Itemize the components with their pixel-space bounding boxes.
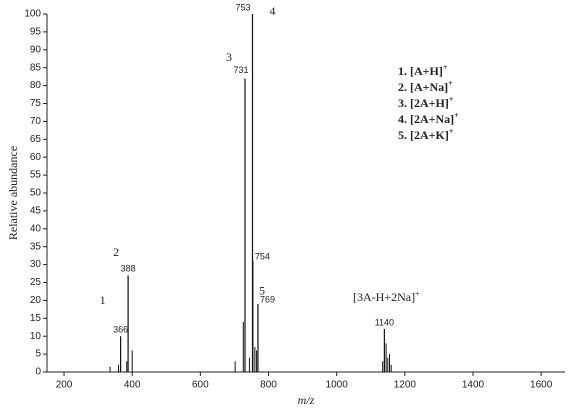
legend-entry: 1. [A+H]+	[398, 63, 448, 78]
x-tick-label: 1400	[462, 380, 485, 391]
y-tick-label: 75	[30, 98, 42, 109]
legend-entry-text: 5. [2A+K]	[398, 128, 449, 142]
y-axis-label: Relative abundance	[6, 146, 20, 240]
legend-entry-text: 1. [A+H]	[398, 64, 443, 78]
x-tick-label: 1000	[326, 380, 349, 391]
legend-entry-sup: +	[443, 63, 448, 72]
y-tick-label: 0	[35, 367, 41, 378]
y-tick-label: 60	[30, 152, 42, 163]
peak-number: 5	[259, 284, 265, 298]
x-tick-label: 1600	[530, 380, 553, 391]
peak-number: 4	[269, 4, 275, 18]
y-tick-label: 30	[30, 259, 42, 270]
annotation-text: [3A-H+2Na]	[353, 290, 415, 304]
legend-entry: 5. [2A+K]+	[398, 127, 454, 142]
peak-label: 754	[255, 251, 270, 261]
x-tick-label: 800	[260, 380, 277, 391]
y-tick-label: 90	[30, 44, 42, 55]
y-tick-label: 85	[30, 62, 42, 73]
x-tick-label: 400	[124, 380, 141, 391]
peak-label: 1140	[375, 317, 394, 327]
y-tick-label: 65	[30, 134, 42, 145]
legend-entry: 2. [A+Na]+	[398, 79, 453, 94]
legend-entry-text: 4. [2A+Na]	[398, 112, 454, 126]
y-tick-label: 20	[30, 295, 42, 306]
legend-entry-sup: +	[449, 127, 454, 136]
y-tick-label: 100	[24, 9, 41, 20]
legend-entry-sup: +	[449, 95, 454, 104]
legend-entry: 3. [2A+H]+	[398, 95, 454, 110]
legend-entry-text: 3. [2A+H]	[398, 96, 449, 110]
peak-number: 2	[113, 245, 119, 259]
y-tick-label: 95	[30, 27, 42, 38]
y-tick-label: 10	[30, 331, 42, 342]
annotation-sup: +	[415, 289, 420, 298]
x-tick-label: 1200	[394, 380, 417, 391]
x-tick-label: 600	[192, 380, 209, 391]
peak-label: 388	[121, 264, 136, 274]
legend-entry: 4. [2A+Na]+	[398, 111, 459, 126]
y-tick-label: 40	[30, 223, 42, 234]
y-tick-label: 35	[30, 241, 42, 252]
x-axis-label: m/z	[298, 393, 315, 407]
x-tick-label: 200	[56, 380, 73, 391]
y-tick-label: 25	[30, 277, 42, 288]
legend-entry-sup: +	[448, 79, 453, 88]
peak-label: 753	[235, 2, 250, 12]
peak-number: 3	[226, 50, 232, 64]
annotation: [3A-H+2Na]+	[353, 289, 420, 304]
y-tick-label: 5	[35, 349, 41, 360]
peak-number: 1	[100, 293, 106, 307]
peak-label: 731	[233, 65, 248, 75]
legend-entry-sup: +	[454, 111, 459, 120]
peak-label: 366	[113, 325, 128, 335]
y-tick-label: 15	[30, 313, 42, 324]
y-tick-label: 70	[30, 116, 42, 127]
y-tick-label: 55	[30, 170, 42, 181]
y-tick-label: 45	[30, 206, 42, 217]
y-tick-label: 50	[30, 188, 42, 199]
legend-entry-text: 2. [A+Na]	[398, 80, 448, 94]
y-tick-label: 80	[30, 80, 42, 91]
peak-label: 769	[260, 294, 275, 304]
